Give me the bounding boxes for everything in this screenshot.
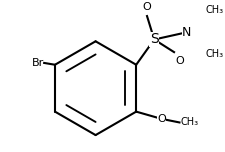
Text: N: N (181, 26, 191, 39)
Text: CH₃: CH₃ (205, 5, 223, 15)
Text: CH₃: CH₃ (205, 49, 223, 59)
Text: O: O (174, 56, 183, 66)
Text: O: O (156, 114, 165, 124)
Text: Br: Br (32, 58, 44, 68)
Text: CH₃: CH₃ (180, 117, 198, 127)
Text: O: O (142, 2, 151, 12)
Text: S: S (149, 33, 158, 47)
